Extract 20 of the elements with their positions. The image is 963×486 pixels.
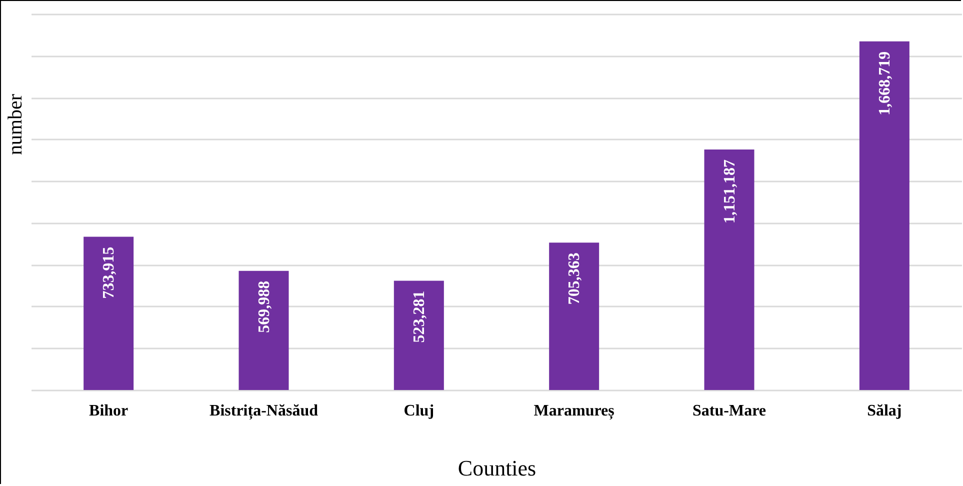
data-label: 705,363 [566, 252, 584, 305]
x-axis-title: Counties [458, 456, 536, 480]
data-label: 569,988 [256, 280, 273, 333]
data-label: 1,151,187 [721, 160, 738, 224]
bar [394, 280, 444, 390]
x-tick-label: Bihor [89, 402, 128, 420]
bar [704, 150, 754, 390]
bar [859, 41, 910, 390]
data-label: 1,668,719 [876, 51, 894, 116]
x-tick-label: Satu-Mare [692, 402, 766, 420]
bar [549, 242, 600, 390]
x-tick-label: Sălaj [867, 402, 902, 420]
bar [238, 270, 289, 390]
x-tick-label: Bistrița-Năsăud [210, 402, 318, 420]
y-axis-title: number [4, 94, 26, 156]
data-label: 523,281 [410, 290, 428, 343]
bar [84, 236, 134, 390]
x-tick-label: Maramureș [534, 402, 614, 420]
x-tick-label: Cluj [404, 402, 434, 420]
data-label: 733,915 [100, 246, 118, 299]
